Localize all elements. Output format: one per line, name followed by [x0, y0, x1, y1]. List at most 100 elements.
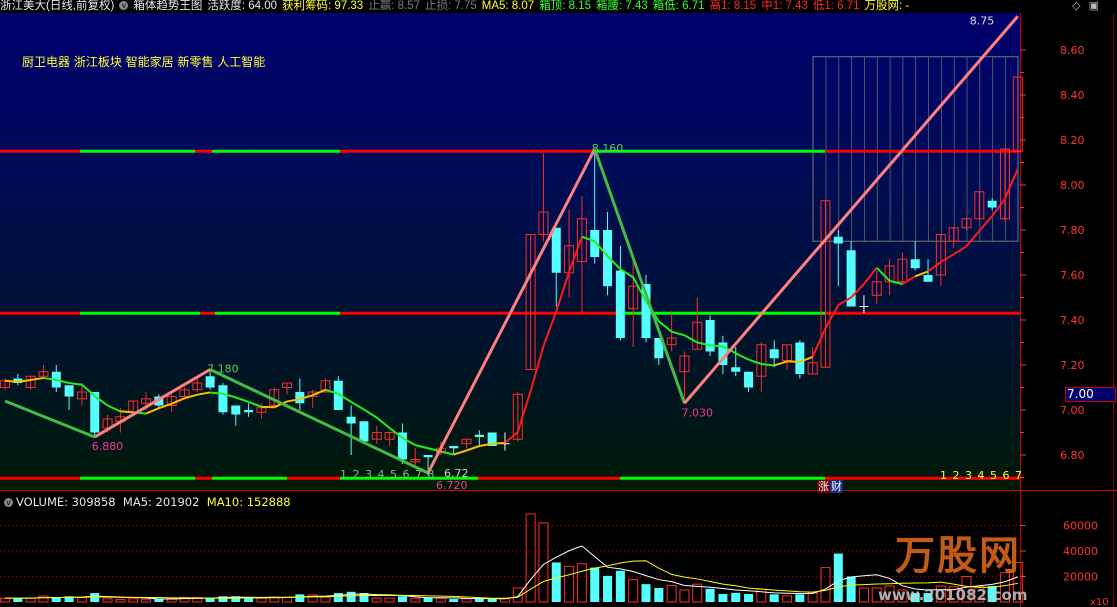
volume-ma5: MA5: 201902	[122, 495, 200, 509]
price-ma-segment	[735, 352, 750, 361]
count-label-left: 7	[415, 468, 422, 481]
volume-bar	[410, 597, 421, 603]
price-ma-segment	[415, 444, 429, 450]
chevron-down-icon[interactable]: v	[119, 1, 129, 11]
volume-bar	[654, 587, 664, 602]
price-ma-segment	[184, 393, 198, 400]
indicator-name[interactable]: 箱体趋势王图	[133, 0, 203, 12]
count-label-right: 7	[1015, 469, 1022, 482]
volume-bar	[487, 598, 497, 602]
candle-body	[13, 378, 23, 383]
volume-bar	[692, 583, 703, 603]
price-ma-segment	[876, 267, 891, 282]
volume-bar	[346, 591, 356, 602]
candle-body	[654, 338, 664, 359]
volume-bar	[744, 593, 754, 602]
price-ma-segment	[107, 404, 121, 413]
candle-body	[897, 258, 908, 283]
volume-bar	[679, 589, 690, 603]
candle-body	[820, 200, 831, 368]
volume-bar	[51, 597, 61, 602]
volume-tick-label: 40000	[1063, 545, 1098, 558]
candle-body	[231, 405, 241, 415]
price-ma-segment	[619, 268, 634, 279]
header-stat: 箱腰: 7.43	[595, 0, 648, 12]
volume-bar	[564, 565, 575, 603]
volume-bar	[897, 589, 908, 603]
volume-bar	[961, 576, 972, 603]
candle-body	[25, 375, 36, 388]
price-ma-segment	[222, 392, 237, 399]
price-tick-label: 7.80	[1060, 224, 1085, 237]
price-tick-label: 8.00	[1060, 179, 1085, 192]
candle-body	[782, 344, 793, 361]
candle-body	[295, 392, 305, 404]
candle-body	[205, 376, 215, 388]
volume-value: VOLUME: 309858	[16, 495, 116, 509]
header-stat: 中1: 7.43	[761, 0, 808, 12]
volume-header: v VOLUME: 309858 MA5: 201902 MA10: 152888	[4, 496, 291, 509]
volume-bar	[244, 598, 254, 602]
price-ma-segment	[516, 390, 532, 433]
volume-bar	[871, 587, 882, 603]
volume-bar	[435, 597, 446, 603]
volume-bar	[423, 597, 433, 602]
price-ma-segment	[56, 378, 70, 384]
volume-bar	[1012, 561, 1023, 603]
price-ma-segment	[773, 360, 788, 367]
badge-b: 财	[830, 480, 843, 493]
volume-bar	[154, 598, 164, 602]
volume-ma5-line	[5, 545, 1018, 600]
concept-tags: 厨卫电器 浙江板块 智能家居 新零售 人工智能	[22, 55, 266, 69]
price-ma-segment	[440, 450, 454, 456]
zigzag-label: 8.75	[970, 14, 995, 27]
volume-bar	[384, 597, 395, 603]
chevron-down-icon[interactable]: v	[4, 498, 13, 507]
candle-body	[769, 349, 779, 359]
price-ma-segment	[337, 392, 352, 403]
candle-body	[218, 385, 228, 413]
volume-bar	[987, 586, 997, 602]
volume-bar	[320, 596, 331, 603]
volume-bar	[551, 562, 561, 602]
price-ma-segment	[466, 445, 480, 452]
candle-body	[410, 459, 421, 463]
candle-body	[90, 392, 100, 433]
candle-body	[846, 250, 856, 307]
zigzag-label: 6.720	[436, 479, 468, 492]
volume-bar	[371, 597, 382, 603]
badge-a: 涨	[817, 480, 830, 493]
volume-bar	[13, 598, 23, 602]
count-label-right: 4	[978, 469, 985, 482]
volume-bar	[769, 594, 779, 602]
candle-body	[525, 234, 536, 370]
volume-bar	[833, 553, 843, 602]
volume-ma10-line	[5, 560, 1018, 599]
window-toggle-icon[interactable]: ▣	[1088, 0, 1099, 12]
volume-bar	[948, 586, 959, 603]
header-stat: 箱低: 6.71	[652, 0, 705, 12]
price-ma-segment	[363, 408, 378, 419]
candle-body	[705, 320, 715, 352]
volume-bar	[25, 597, 36, 603]
candle-body	[666, 337, 677, 346]
volume-bar	[795, 594, 805, 602]
volume-bar	[999, 572, 1010, 603]
candle-body	[833, 236, 843, 244]
volume-bar	[666, 584, 677, 603]
price-ma-segment	[581, 235, 596, 243]
event-badge[interactable]: 涨财	[817, 480, 843, 493]
price-tick-label: 7.20	[1060, 359, 1085, 372]
candle-body	[333, 380, 343, 410]
volume-bar	[0, 597, 10, 603]
low-tag: 6.72	[444, 467, 469, 480]
count-label-left: 6	[403, 468, 410, 481]
logo: 万股网	[895, 533, 1021, 579]
candle-body	[346, 416, 356, 424]
diamond-icon[interactable]: ◇	[1072, 0, 1081, 12]
price-ma-segment	[863, 267, 878, 285]
candle-body	[371, 432, 382, 440]
price-ma-segment	[914, 270, 929, 278]
price-ma-segment	[837, 296, 852, 307]
